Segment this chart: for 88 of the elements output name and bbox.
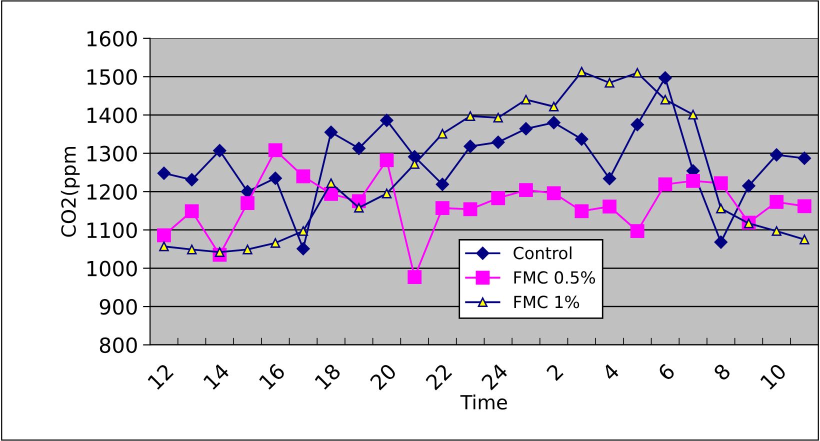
point (436, 178, 450, 191)
point (157, 166, 171, 180)
legend-label: FMC 1% (514, 296, 580, 308)
point (548, 102, 559, 112)
point (326, 178, 336, 188)
point (324, 126, 338, 139)
point (382, 188, 392, 198)
point (658, 71, 672, 84)
point (630, 118, 644, 132)
point (770, 148, 784, 162)
y-tick-label: 1000 (88, 260, 137, 276)
point (438, 128, 448, 139)
point (242, 244, 252, 254)
x-axis-title: Time (460, 394, 507, 410)
point (380, 153, 394, 168)
point (492, 136, 505, 149)
y-tick-label: 800 (100, 337, 137, 354)
x-tick-label: 14 (203, 362, 230, 390)
point (546, 186, 561, 200)
point (574, 204, 589, 218)
y-tick-label: 900 (100, 299, 137, 315)
point (576, 66, 587, 77)
point (298, 226, 308, 236)
y-axis-title: CO2(ppm (60, 147, 80, 237)
point (686, 174, 700, 188)
point (464, 140, 477, 153)
point (184, 204, 199, 218)
point (296, 242, 310, 256)
x-tick-label: 18 (314, 362, 342, 390)
point (463, 202, 478, 216)
y-tick-label: 1300 (88, 146, 137, 162)
point (465, 111, 476, 121)
point (604, 78, 614, 88)
y-tick-label: 1100 (88, 222, 137, 238)
x-tick-label: 12 (147, 363, 174, 390)
point (772, 226, 782, 236)
point (630, 224, 644, 238)
legend-label: Control (514, 246, 572, 260)
y-tick-label: 1600 (88, 30, 137, 47)
point (742, 179, 756, 192)
x-tick-label: 8 (712, 362, 732, 382)
point (352, 142, 366, 155)
x-tick-label: 6 (657, 362, 676, 382)
point (716, 204, 726, 214)
point (714, 176, 728, 190)
point (798, 152, 812, 165)
point (435, 201, 450, 216)
x-tick-label: 4 (601, 362, 620, 382)
point (186, 244, 197, 254)
point (240, 196, 254, 210)
point (270, 238, 280, 248)
point (185, 173, 198, 186)
point (268, 172, 282, 185)
point (354, 202, 364, 213)
point (491, 191, 506, 206)
point (770, 195, 784, 209)
point (519, 122, 533, 136)
point (296, 169, 310, 184)
point (658, 177, 672, 192)
point (660, 94, 670, 105)
point (688, 110, 698, 120)
point (714, 236, 728, 249)
y-tick-label: 1200 (88, 184, 137, 200)
x-tick-label: 10 (760, 362, 788, 390)
y-tick-label: 1400 (88, 107, 137, 124)
x-tick-label: 22 (425, 363, 452, 390)
point (632, 68, 642, 78)
point (408, 270, 422, 284)
legend-label: FMC 0.5% (514, 271, 596, 284)
point (575, 132, 588, 146)
point (157, 228, 171, 242)
point (797, 199, 812, 214)
point (521, 94, 531, 105)
x-tick-label: 24 (480, 362, 508, 390)
point (602, 172, 616, 186)
point (493, 112, 503, 123)
point (159, 242, 169, 252)
x-tick-label: 16 (258, 362, 286, 390)
point (602, 200, 616, 214)
y-tick-label: 1500 (88, 69, 137, 85)
point (800, 234, 810, 244)
point (380, 114, 394, 127)
point (547, 116, 560, 130)
x-tick-label: 20 (369, 362, 398, 391)
point (268, 143, 282, 158)
x-tick-label: 2 (546, 363, 564, 382)
point (213, 144, 226, 158)
point (519, 183, 533, 198)
